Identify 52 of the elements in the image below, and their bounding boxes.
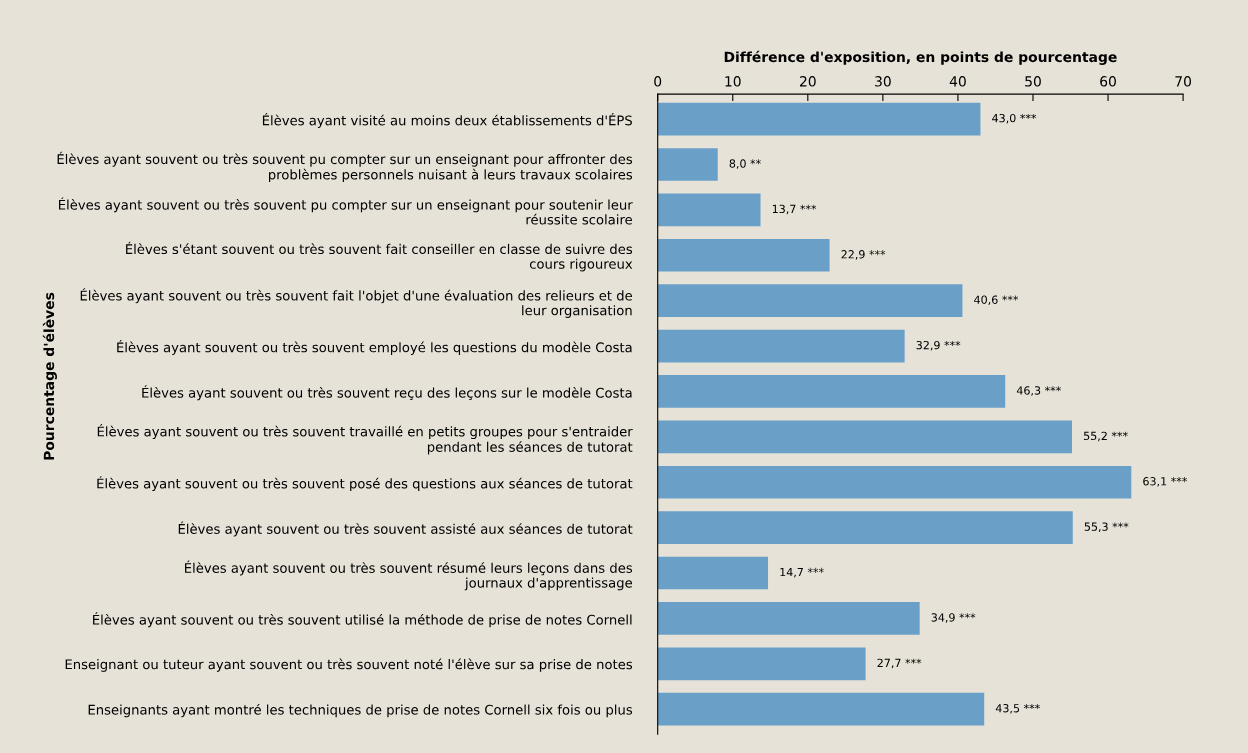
data-label: 55,3 *** bbox=[1084, 522, 1129, 532]
bar bbox=[657, 692, 985, 726]
y-tick-label: Élèves ayant souvent ou très souvent fait l'objet d'une évaluation des relieurs et de leur organisation bbox=[80, 288, 632, 318]
y-tick-label: Élèves ayant souvent ou très souvent reçu des leçons sur le modèle Costa bbox=[142, 385, 632, 401]
data-label: 55,2 *** bbox=[1083, 431, 1128, 442]
x-tick-label: 50 bbox=[1025, 76, 1041, 87]
y-tick-label: Élèves ayant souvent ou très souvent employé les questions du modèle Costa bbox=[117, 339, 632, 355]
data-label: 32,9 *** bbox=[916, 340, 961, 351]
bar bbox=[657, 375, 1006, 408]
data-label: 63,1 *** bbox=[1143, 477, 1188, 487]
x-axis-title: Différence d'exposition, en points de pourcentage bbox=[724, 50, 1117, 65]
bar bbox=[657, 193, 761, 227]
x-tick-label: 70 bbox=[1175, 76, 1192, 87]
bar bbox=[657, 647, 866, 681]
data-label: 40,6 *** bbox=[974, 295, 1019, 306]
bar bbox=[657, 148, 718, 181]
y-tick-label: Élèves ayant souvent ou très souvent résumé leurs leçons dans des journaux d'apprentissage bbox=[185, 560, 633, 591]
x-tick-label: 30 bbox=[875, 76, 891, 87]
y-tick-label: Élèves s'étant souvent ou très souvent fait conseiller en classe de suivre des cours rigoureux bbox=[126, 241, 633, 272]
data-label: 46,3 *** bbox=[1016, 386, 1061, 396]
data-label: 27,7 *** bbox=[877, 658, 922, 669]
y-tick-label: Élèves ayant visité au moins deux établissements d'ÉPS bbox=[262, 112, 632, 128]
x-tick-label: 40 bbox=[949, 76, 966, 87]
y-tick-label: Enseignant ou tuteur ayant souvent ou très souvent noté l'élève sur sa prise de notes bbox=[65, 658, 633, 672]
y-axis-title: Pourcentage d'élèves bbox=[42, 292, 57, 460]
bar bbox=[657, 465, 1132, 499]
y-tick-label: Enseignants ayant montré les techniques de prise de notes Cornell six fois ou plus bbox=[88, 703, 633, 718]
data-label: 8,0 ** bbox=[729, 159, 761, 169]
bar bbox=[657, 511, 1073, 544]
y-tick-label: Élèves ayant souvent ou très souvent pu compter sur un enseignant pour affronter des problèmes personnels nuisant à leurs travaux scolaires bbox=[57, 151, 633, 183]
data-label: 43,5 *** bbox=[995, 704, 1040, 714]
y-tick-label: Élèves ayant souvent ou très souvent assisté aux séances de tutorat bbox=[178, 521, 633, 537]
x-tick-label: 20 bbox=[799, 76, 816, 87]
y-tick-label: Élèves ayant souvent ou très souvent pu compter sur un enseignant pour soutenir leur réussite scolaire bbox=[59, 197, 633, 225]
data-label: 43,0 *** bbox=[992, 113, 1037, 124]
data-label: 34,9 *** bbox=[931, 613, 976, 623]
data-label: 14,7 *** bbox=[780, 567, 824, 578]
data-label: 22,9 *** bbox=[841, 250, 886, 260]
bar bbox=[657, 284, 963, 318]
bar bbox=[657, 420, 1073, 454]
x-tick-label: 10 bbox=[725, 76, 741, 87]
y-tick-label: Élèves ayant souvent ou très souvent utilisé la méthode de prise de notes Cornell bbox=[93, 612, 632, 628]
data-label: 13,7 *** bbox=[772, 204, 817, 215]
bar bbox=[657, 556, 769, 590]
bar bbox=[657, 329, 905, 363]
bar bbox=[657, 238, 830, 272]
bar bbox=[657, 102, 981, 136]
y-tick-label: Élèves ayant souvent ou très souvent travaillé en petits groupes pour s'entraider pendant les séances de tutorat bbox=[97, 424, 633, 455]
x-tick-label: 60 bbox=[1100, 76, 1116, 87]
x-tick-label: 0 bbox=[654, 76, 662, 87]
bar bbox=[657, 602, 920, 635]
y-tick-label: Élèves ayant souvent ou très souvent posé des questions aux séances de tutorat bbox=[97, 476, 633, 492]
